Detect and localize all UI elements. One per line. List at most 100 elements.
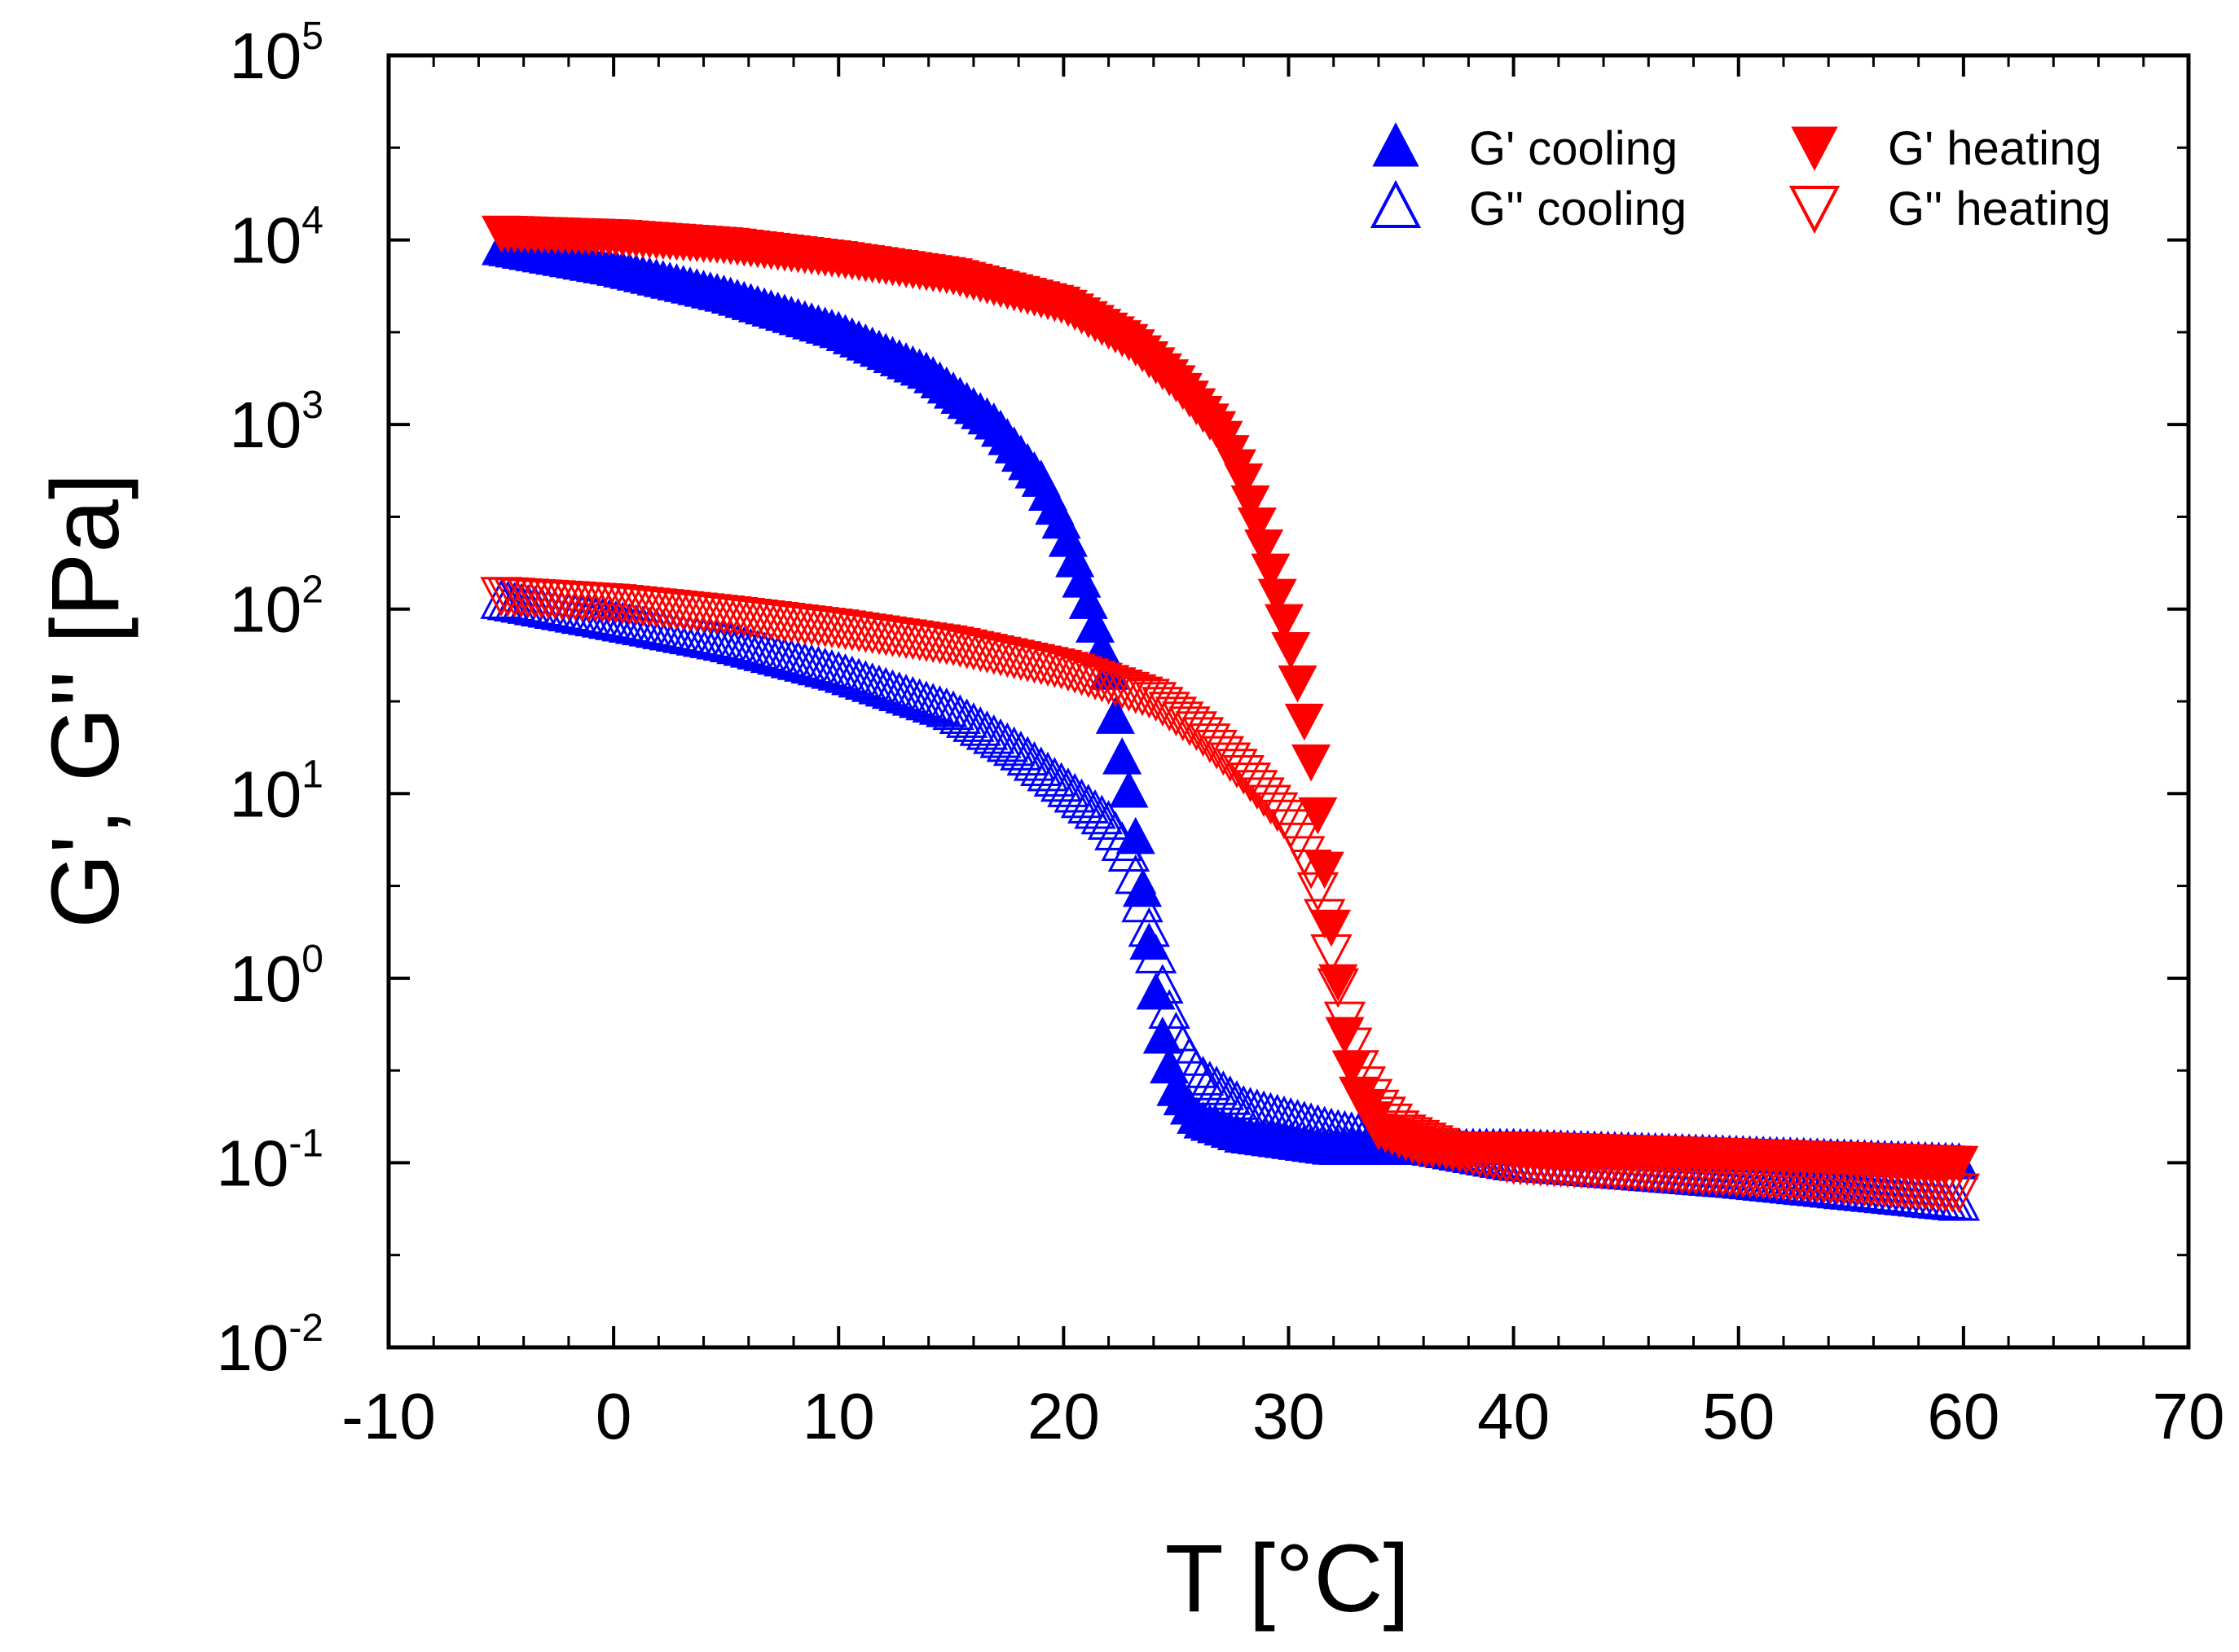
data-point: [1271, 631, 1311, 670]
legend-label: G' heating: [1888, 122, 2102, 175]
data-point: [1109, 770, 1149, 808]
series-g-heating: [482, 215, 1979, 1184]
x-ticks: -10 0 10 20 30 40 50 60 70: [341, 55, 2224, 1452]
y-ticks: 10-2 10-1 100 101 102 103 104 105: [216, 15, 2188, 1384]
data-point: [642, 609, 684, 649]
data-point: [811, 648, 853, 689]
legend: G' cooling G'' cooling G' heating G'' heati…: [1370, 122, 2111, 235]
data-point: [696, 619, 738, 660]
y-tick-label: 101: [229, 753, 323, 830]
data-point: [770, 638, 812, 679]
data-point: [1033, 648, 1076, 688]
x-tick-label: -10: [341, 1380, 436, 1452]
y-tick-label: 100: [229, 938, 323, 1015]
data-point: [871, 669, 914, 710]
data-point: [1115, 854, 1157, 894]
data-point: [1230, 485, 1270, 523]
data-point: [1938, 1173, 1981, 1214]
data-point: [1284, 703, 1324, 741]
data-point: [1296, 1104, 1339, 1145]
data-point: [1080, 794, 1124, 835]
data-point: [1224, 463, 1264, 501]
data-point: [1276, 1098, 1319, 1139]
data-point: [486, 580, 530, 621]
data-point: [1257, 578, 1297, 617]
legend-label: G' cooling: [1469, 122, 1678, 175]
data-point: [851, 662, 894, 702]
data-point: [1304, 851, 1344, 890]
x-tick-label: 30: [1252, 1380, 1325, 1452]
data-point: [655, 612, 698, 652]
data-point: [1141, 687, 1184, 727]
y-tick-label: 10-2: [216, 1307, 323, 1384]
data-point: [649, 610, 691, 651]
x-tick-label: 10: [803, 1380, 875, 1452]
data-point: [803, 647, 847, 688]
series-g-cooling: [482, 227, 1979, 1180]
legend-label: G'' heating: [1888, 182, 2111, 235]
data-point: [1102, 737, 1142, 775]
data-point: [844, 660, 887, 700]
data-point: [1094, 667, 1137, 707]
data-point: [716, 624, 759, 665]
data-point: [601, 601, 644, 642]
x-tick-label: 0: [596, 1380, 632, 1452]
data-point: [1405, 1123, 1447, 1162]
data-point: [757, 635, 799, 675]
data-point: [1384, 1114, 1427, 1154]
legend-label: G'' cooling: [1469, 182, 1687, 235]
y-tick-label: 102: [229, 569, 323, 646]
data-point: [797, 645, 840, 686]
data-point: [1101, 670, 1143, 710]
data-point: [493, 582, 536, 622]
data-point: [1264, 604, 1304, 642]
data-point: [1229, 762, 1272, 802]
data-point: [831, 655, 873, 696]
data-point: [622, 605, 664, 646]
data-point: [702, 621, 746, 661]
data-point: [1311, 909, 1351, 947]
data-point: [1378, 1110, 1420, 1150]
data-point: [587, 599, 631, 639]
series-g-cooling: [480, 579, 1981, 1221]
data-point: [1278, 665, 1317, 703]
data-point: [1256, 1093, 1299, 1134]
legend-marker: [1788, 186, 1841, 235]
data-point: [1054, 653, 1096, 694]
data-point: [912, 683, 954, 723]
data-point: [737, 630, 779, 670]
data-point: [1263, 799, 1305, 840]
data-point: [669, 614, 711, 655]
data-point: [1290, 1102, 1332, 1142]
data-point: [878, 671, 921, 711]
series-g-heating: [480, 577, 1981, 1214]
data-point: [824, 652, 867, 693]
data-point: [595, 600, 637, 640]
data-point: [864, 666, 907, 707]
data-point: [1229, 1087, 1272, 1127]
data-point: [1222, 1085, 1265, 1125]
data-point: [891, 675, 935, 716]
data-point: [1337, 1050, 1379, 1090]
data-point: [743, 631, 785, 671]
data-point: [1095, 696, 1135, 734]
x-axis-title: T [°C]: [1165, 1525, 1410, 1632]
data-point: [1216, 749, 1258, 789]
data-point: [1283, 1101, 1326, 1140]
data-point: [1357, 1089, 1400, 1130]
data-point: [1074, 660, 1116, 701]
data-point: [581, 597, 624, 638]
data-point: [1249, 1092, 1292, 1132]
x-tick-label: 20: [1027, 1380, 1100, 1452]
y-tick-label: 105: [229, 15, 323, 92]
y-tick-label: 103: [229, 384, 323, 461]
y-tick-label: 10-1: [216, 1122, 323, 1199]
data-point: [776, 640, 820, 680]
data-point: [858, 664, 900, 705]
data-point: [710, 622, 752, 663]
data-point: [1318, 964, 1358, 1002]
data-point: [1155, 696, 1198, 736]
data-point: [1236, 1088, 1278, 1128]
data-point: [1331, 1027, 1373, 1068]
